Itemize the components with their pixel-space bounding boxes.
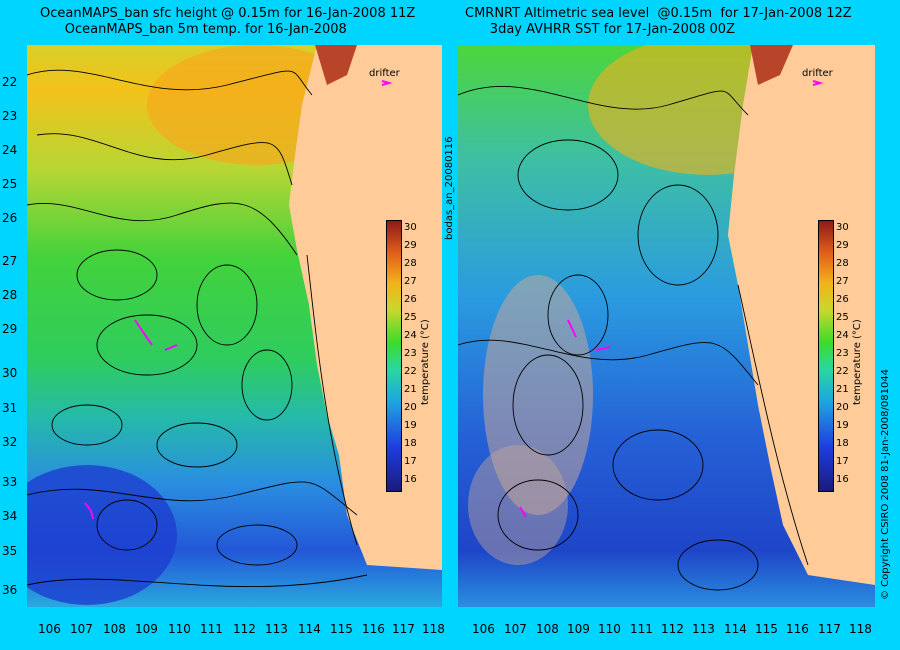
cb-tick: 29 <box>836 240 849 251</box>
cb-tick: 24 <box>404 330 417 341</box>
lon-label: 108 <box>536 622 559 636</box>
lon-label: 111 <box>200 622 223 636</box>
lon-label: 113 <box>692 622 715 636</box>
cb-tick: 21 <box>404 384 417 395</box>
lon-label: 114 <box>724 622 747 636</box>
cb-tick: 16 <box>836 474 849 485</box>
lon-label: 108 <box>103 622 126 636</box>
lon-label: 118 <box>422 622 445 636</box>
cb-tick: 20 <box>404 402 417 413</box>
colorbar-title: temperature (°C) <box>420 319 431 405</box>
lat-label: 30 <box>2 366 18 380</box>
lon-label: 115 <box>755 622 778 636</box>
land-area <box>728 45 875 585</box>
drifter-label-right: drifter <box>802 68 833 79</box>
copyright-text: © Copyright CSIRO 2008 81-Jan-2008/08104… <box>880 368 891 600</box>
run-id-text: bodas_an_20080116 <box>444 136 455 240</box>
lon-label: 116 <box>362 622 385 636</box>
lat-label: 33 <box>2 475 18 489</box>
lon-label: 106 <box>38 622 61 636</box>
left-sst-map <box>27 45 442 607</box>
sea-level-contours <box>27 69 368 588</box>
lat-label: 35 <box>2 544 18 558</box>
cb-tick: 28 <box>404 258 417 269</box>
lon-label: 118 <box>849 622 872 636</box>
cb-tick: 26 <box>404 294 417 305</box>
drifter-legend-marker <box>381 80 393 86</box>
cb-tick: 29 <box>404 240 417 251</box>
cb-tick: 19 <box>404 420 417 431</box>
cb-tick: 21 <box>836 384 849 395</box>
lon-label: 110 <box>598 622 621 636</box>
lon-label: 107 <box>70 622 93 636</box>
lon-label: 115 <box>330 622 353 636</box>
left-title-line2: OceanMAPS_ban 5m temp. for 16-Jan-2008 <box>64 22 347 37</box>
lat-label: 36 <box>2 583 18 597</box>
drifter-tracks <box>519 319 611 518</box>
lon-label: 112 <box>661 622 684 636</box>
cb-tick: 23 <box>404 348 417 359</box>
lat-label: 28 <box>2 288 18 302</box>
lon-label: 117 <box>392 622 415 636</box>
cb-tick: 16 <box>404 474 417 485</box>
lat-label: 22 <box>2 75 18 89</box>
left-title-line1: OceanMAPS_ban sfc height @ 0.15m for 16-… <box>40 6 416 21</box>
left-panel-title: OceanMAPS_ban sfc height @ 0.15m for 16-… <box>40 6 415 38</box>
lon-label: 106 <box>472 622 495 636</box>
lon-label: 109 <box>567 622 590 636</box>
cb-tick: 24 <box>836 330 849 341</box>
drifter-label-left: drifter <box>369 68 400 79</box>
right-panel-title: CMRNRT Altimetric sea level @0.15m for 1… <box>465 6 852 38</box>
colorbar-gradient <box>818 220 834 492</box>
cb-tick: 17 <box>836 456 849 467</box>
lon-label: 116 <box>786 622 809 636</box>
lat-label: 34 <box>2 509 18 523</box>
right-map-panel <box>458 45 875 607</box>
drifter-legend-marker <box>812 80 824 86</box>
lat-label: 29 <box>2 322 18 336</box>
colorbar-gradient <box>386 220 402 492</box>
cb-tick: 22 <box>404 366 417 377</box>
lon-label: 109 <box>135 622 158 636</box>
lon-label: 114 <box>298 622 321 636</box>
lat-label: 31 <box>2 401 18 415</box>
cb-tick: 17 <box>404 456 417 467</box>
cb-tick: 26 <box>836 294 849 305</box>
cb-tick: 18 <box>404 438 417 449</box>
cb-tick: 18 <box>836 438 849 449</box>
sea-level-contours <box>458 86 809 591</box>
right-title-line2: 3day AVHRR SST for 17-Jan-2008 00Z <box>489 22 735 37</box>
cb-tick: 30 <box>404 222 417 233</box>
cb-tick: 27 <box>404 276 417 287</box>
left-map-panel <box>27 45 442 607</box>
lon-label: 110 <box>168 622 191 636</box>
lon-label: 112 <box>233 622 256 636</box>
cb-tick: 20 <box>836 402 849 413</box>
cb-tick: 27 <box>836 276 849 287</box>
right-title-line1: CMRNRT Altimetric sea level @0.15m for 1… <box>465 6 852 21</box>
lat-label: 27 <box>2 254 18 268</box>
drifter-tracks <box>84 319 178 520</box>
cb-tick: 25 <box>404 312 417 323</box>
lat-label: 24 <box>2 143 18 157</box>
lat-label: 23 <box>2 109 18 123</box>
lat-label: 26 <box>2 211 18 225</box>
lon-label: 111 <box>630 622 653 636</box>
lon-label: 113 <box>265 622 288 636</box>
cb-tick: 19 <box>836 420 849 431</box>
lon-label: 107 <box>504 622 527 636</box>
right-sst-map <box>458 45 875 607</box>
lat-label: 25 <box>2 177 18 191</box>
cb-tick: 22 <box>836 366 849 377</box>
colorbar-title: temperature (°C) <box>852 319 863 405</box>
cb-tick: 25 <box>836 312 849 323</box>
cb-tick: 23 <box>836 348 849 359</box>
cb-tick: 28 <box>836 258 849 269</box>
cb-tick: 30 <box>836 222 849 233</box>
land-area <box>289 45 442 570</box>
lon-label: 117 <box>818 622 841 636</box>
lat-label: 32 <box>2 435 18 449</box>
